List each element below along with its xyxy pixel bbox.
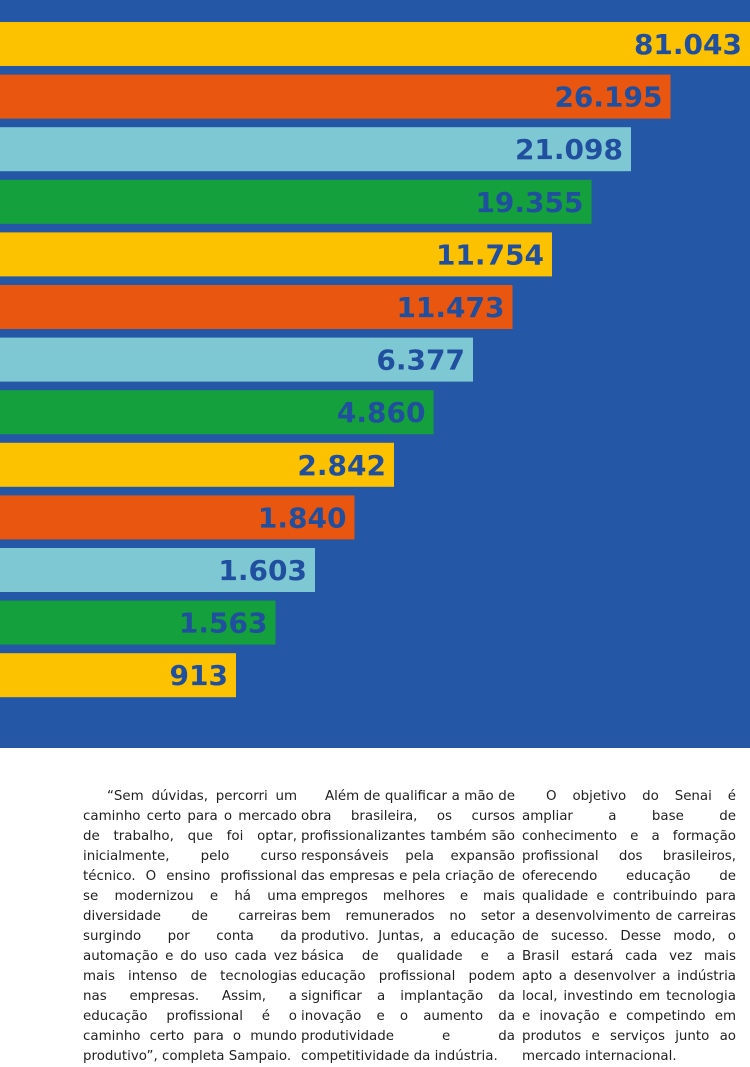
bar-5 [0,232,552,277]
text-column-1: “Sem dúvidas, percorri um caminho certo … [83,789,297,1064]
bar-9 [0,442,394,487]
bar-value-label-10: 1.840 [258,501,347,534]
bar-7 [0,337,473,382]
bar-chart: 81.043 26.195 21.098 19.355 11.754 11.473 6.37… [0,22,750,698]
text-column-2: Além de qualificar a mão de obra brasile… [301,789,515,1064]
bar-value-label-4: 19.355 [475,186,583,219]
bar-value-label-13: 913 [170,659,228,692]
bar-10 [0,495,355,540]
text-column-3: O objetivo do Senai é ampliar a base de … [522,789,736,1064]
bar-value-label-9: 2.842 [297,449,386,482]
bar-1 [0,22,750,66]
bar-6 [0,285,513,329]
bar-4 [0,179,592,224]
bar-value-label-1: 81.043 [634,28,742,61]
bar-value-label-3: 21.098 [515,133,623,166]
bar-value-label-2: 26.195 [554,81,662,114]
bar-11 [0,548,315,592]
bar-value-label-11: 1.603 [218,554,307,587]
bar-13 [0,653,236,698]
bar-8 [0,390,434,435]
bar-12 [0,600,276,645]
bar-value-label-6: 11.473 [396,291,504,324]
chart-panel: 81.043 26.195 21.098 19.355 11.754 11.473 6.37… [0,0,750,748]
bar-value-label-12: 1.563 [179,607,268,640]
bar-value-label-5: 11.754 [436,238,544,271]
bar-value-label-7: 6.377 [376,344,465,377]
bar-value-label-8: 4.860 [337,396,426,429]
bar-2 [0,74,671,119]
bar-3 [0,127,631,172]
